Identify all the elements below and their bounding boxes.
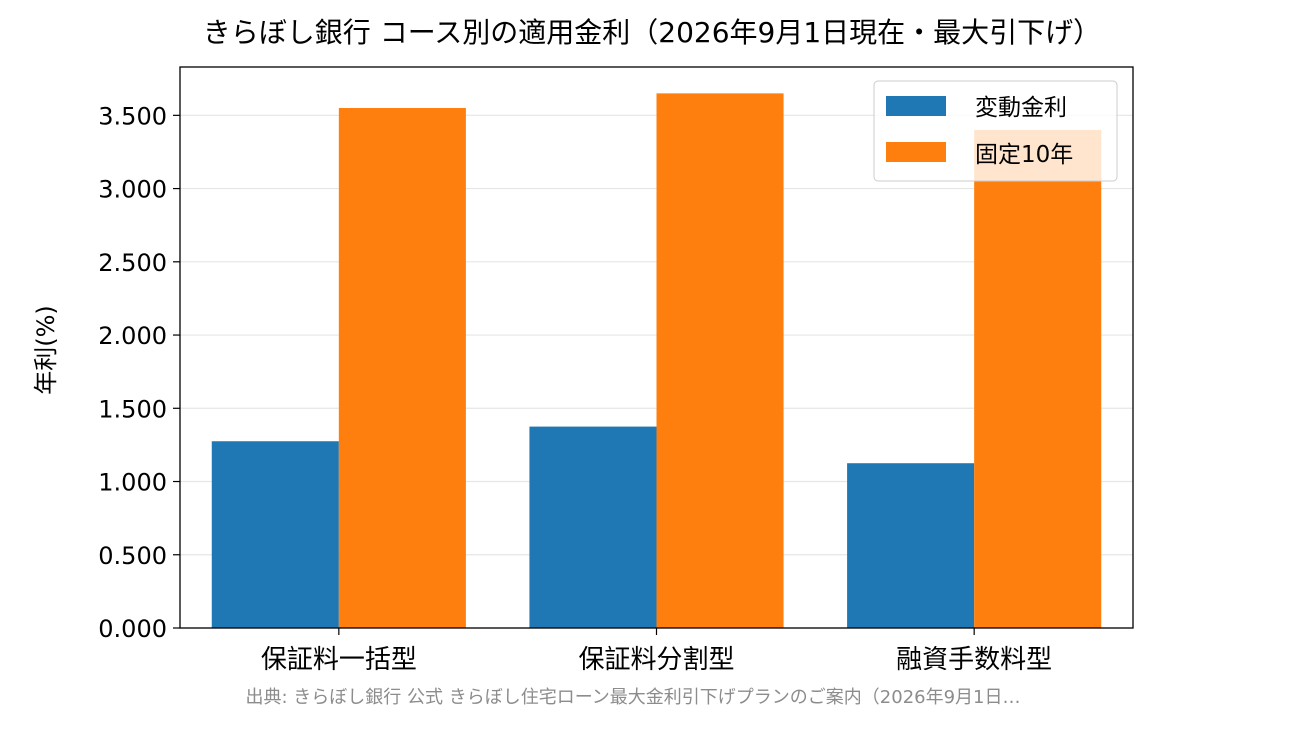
legend-label-fixed: 固定10年 <box>975 142 1073 168</box>
y-tick-label: 2.000 <box>98 322 167 350</box>
y-tick-label: 1.000 <box>98 469 167 497</box>
bar-variable-2 <box>529 426 657 628</box>
bar-fixed10-2 <box>656 93 784 628</box>
y-axis-label: 年利(%) <box>32 305 60 395</box>
legend-swatch-fixed <box>886 142 946 162</box>
bar-variable-1 <box>211 441 339 628</box>
x-tick-label: 融資手数料型 <box>896 645 1052 675</box>
legend: 変動金利 固定10年 <box>873 80 1118 182</box>
x-tick-label: 保証料一括型 <box>261 645 417 675</box>
y-axis: 0.000 0.500 1.000 1.500 2.000 2.500 3.000 3.500 <box>98 102 180 643</box>
y-tick-label: 3.500 <box>98 102 167 130</box>
x-tick-label: 保証料分割型 <box>578 645 734 675</box>
y-tick-label: 0.000 <box>98 615 167 643</box>
y-tick-label: 2.500 <box>98 249 167 277</box>
bar-fixed10-1 <box>338 108 466 628</box>
bar-variable-3 <box>847 463 975 628</box>
source-note: 出典: きらぼし銀行 公式 きらぼし住宅ローン最大金利引下げプランのご案内（20… <box>245 687 1020 708</box>
legend-label-variable: 変動金利 <box>975 95 1067 121</box>
legend-swatch-variable <box>886 96 946 116</box>
x-axis: 保証料一括型 保証料分割型 融資手数料型 <box>261 628 1052 675</box>
y-tick-label: 1.500 <box>98 395 167 423</box>
y-tick-label: 0.500 <box>98 542 167 570</box>
y-tick-label: 3.000 <box>98 176 167 204</box>
chart-title: きらぼし銀行 コース別の適用金利（2026年9月1日現在・最大引下げ） <box>203 16 1101 49</box>
bar-fixed10-3 <box>974 129 1102 629</box>
bars <box>211 93 1102 629</box>
